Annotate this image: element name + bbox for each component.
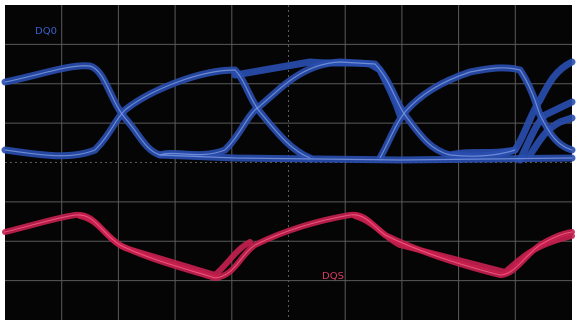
dqs-trace [2, 211, 575, 281]
channel-label: DQS [322, 271, 344, 282]
channel-label: DQ0 [35, 26, 57, 37]
dq0-trace [1, 58, 576, 164]
